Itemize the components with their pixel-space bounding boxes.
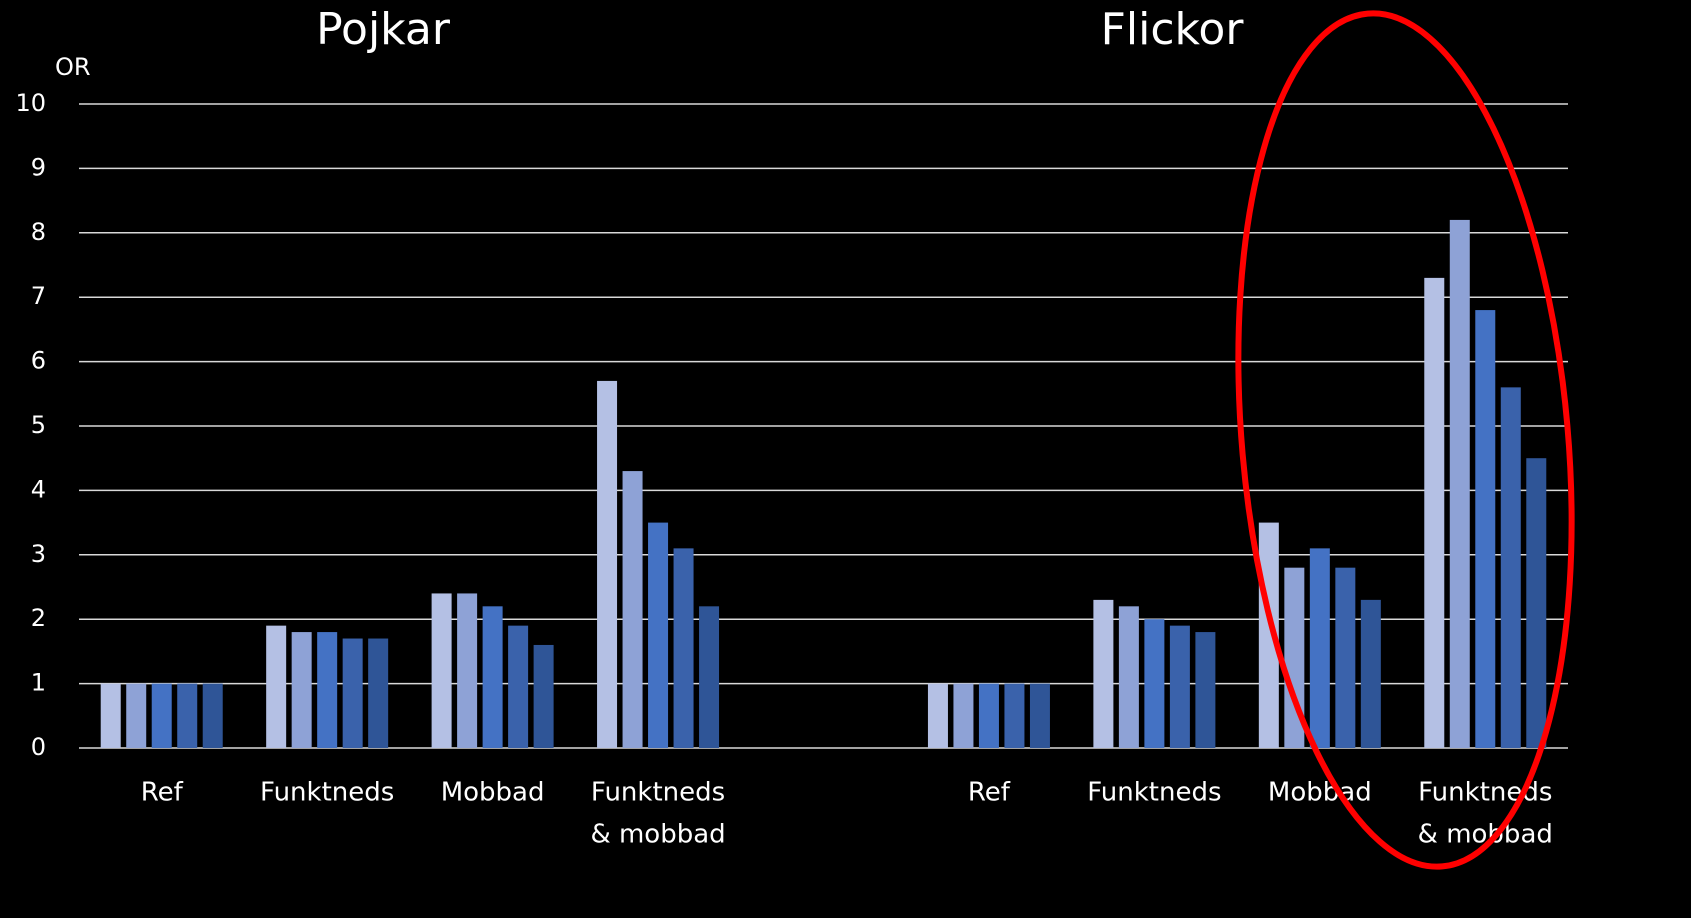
bar <box>978 683 999 748</box>
bar <box>1258 522 1279 748</box>
bar <box>457 593 478 748</box>
bar <box>177 683 198 748</box>
bar <box>431 593 452 748</box>
panel-title: Pojkar <box>316 4 451 55</box>
bar <box>1118 606 1139 748</box>
bar <box>100 683 121 748</box>
bar <box>699 606 720 748</box>
bar <box>266 625 287 748</box>
y-tick-label: 1 <box>31 669 46 697</box>
y-tick-label: 0 <box>31 733 46 761</box>
plot: 0 1 2 3 4 5 6 7 8 9 10 Ref Funktneds Mobbad Funktneds &… <box>15 89 1568 850</box>
bar <box>368 638 389 748</box>
bar <box>202 683 223 748</box>
bar <box>126 683 147 748</box>
y-tick-label: 9 <box>31 153 46 181</box>
x-tick-label: Ref <box>968 778 1011 808</box>
x-tick-label: Mobbad <box>441 778 545 808</box>
x-tick-label: Ref <box>141 778 184 808</box>
bar <box>317 632 338 748</box>
bar <box>151 683 172 748</box>
bar <box>1309 548 1330 748</box>
y-tick-label: 10 <box>15 89 46 117</box>
bar <box>1169 625 1190 748</box>
y-axis-label: OR <box>55 53 91 81</box>
y-tick-label: 2 <box>31 604 46 632</box>
panel-title: Flickor <box>1101 4 1245 55</box>
bar <box>1093 599 1114 748</box>
bar <box>1526 458 1547 748</box>
bar <box>597 380 618 748</box>
bar <box>1500 387 1521 748</box>
bar <box>1335 567 1356 748</box>
x-tick-label: & mobbad <box>590 820 725 850</box>
bar <box>927 683 948 748</box>
highlight-ellipse <box>1235 10 1575 870</box>
bar <box>291 632 312 748</box>
x-tick-label: Funktneds <box>1418 778 1552 808</box>
bar <box>622 471 643 748</box>
y-tick-label: 4 <box>31 475 46 503</box>
bar <box>342 638 363 748</box>
bar <box>1144 619 1165 748</box>
y-tick-label: 5 <box>31 411 46 439</box>
y-tick-label: 7 <box>31 282 46 310</box>
x-tick-label: Funktneds <box>1087 778 1221 808</box>
bar <box>953 683 974 748</box>
bar <box>482 606 503 748</box>
y-tick-label: 3 <box>31 540 46 568</box>
x-tick-label: Funktneds <box>260 778 394 808</box>
bar <box>1360 599 1381 748</box>
y-tick-label: 8 <box>31 218 46 246</box>
bar <box>673 548 694 748</box>
bar <box>648 522 669 748</box>
x-tick-label: Mobbad <box>1268 778 1372 808</box>
bar <box>1029 683 1050 748</box>
x-tick-label: Funktneds <box>591 778 725 808</box>
bar <box>1475 310 1496 748</box>
bar <box>1195 632 1216 748</box>
bar <box>1449 219 1470 749</box>
bar <box>533 644 554 748</box>
bar <box>1004 683 1025 748</box>
bar <box>508 625 529 748</box>
bar <box>1284 567 1305 748</box>
bar <box>1424 277 1445 748</box>
y-tick-label: 6 <box>31 347 46 375</box>
